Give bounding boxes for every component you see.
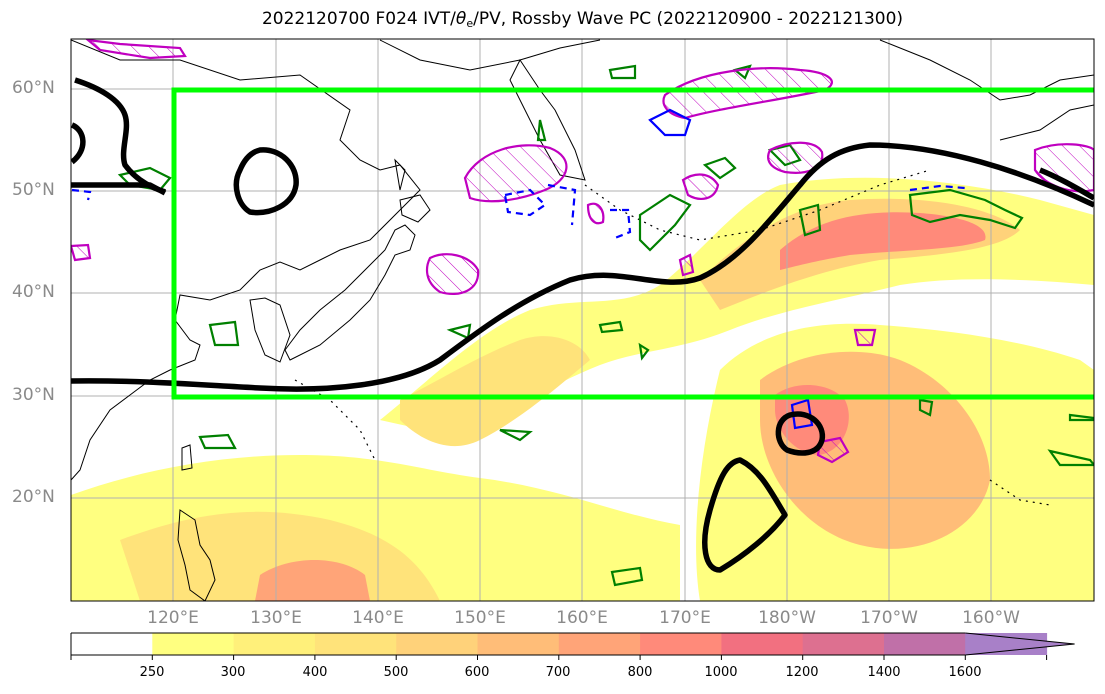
coast-asia-mainland — [71, 39, 421, 481]
map-frame — [70, 38, 1095, 602]
lon-label-170w: 170°W — [860, 608, 918, 628]
colorbar-segment — [721, 633, 804, 655]
coast-kamchatka — [509, 59, 586, 181]
coast-philippines — [177, 509, 216, 601]
coast-sakhalin — [394, 158, 406, 191]
colorbar-frame — [70, 632, 966, 656]
colorbar-label-700: 700 — [545, 665, 571, 680]
pv-negative-contours — [71, 108, 966, 430]
rossby-trough-loop-nw — [71, 122, 86, 165]
island-chains — [294, 169, 1051, 506]
colorbar — [70, 632, 1075, 660]
lon-label-120e: 120°E — [147, 608, 199, 628]
colorbar-label-400: 400 — [302, 665, 328, 680]
lat-label-60n: 60°N — [12, 78, 55, 98]
rossby-wave-pc-contours — [71, 77, 1094, 573]
colorbar-label-1600: 1600 — [948, 665, 982, 680]
coast-alaska-south — [999, 104, 1094, 141]
colorbar-segment — [640, 633, 722, 655]
colorbar-segment — [71, 633, 153, 655]
ivt-band-south-peak — [255, 560, 370, 601]
lat-label-50n: 50°N — [12, 180, 55, 200]
coast-taiwan — [181, 444, 193, 471]
rossby-cutoff-sea — [233, 147, 299, 216]
colorbar-segment — [233, 633, 316, 655]
coast-japan — [284, 224, 416, 361]
lat-label-40n: 40°N — [12, 282, 55, 302]
colorbar-label-600: 600 — [464, 665, 490, 680]
colorbar-label-500: 500 — [383, 665, 409, 680]
colorbar-segment — [396, 633, 478, 655]
colorbar-label-1000: 1000 — [704, 665, 738, 680]
coast-alaska — [879, 39, 1094, 101]
lon-label-150e: 150°E — [454, 608, 506, 628]
ivt-ar-peak — [780, 212, 986, 270]
colorbar-segment — [884, 633, 966, 655]
colorbar-segment — [314, 633, 397, 655]
colorbar-label-300: 300 — [220, 665, 246, 680]
colorbar-segment — [152, 633, 235, 655]
rossby-ridge-west-2 — [71, 182, 167, 196]
colorbar-segment — [802, 633, 885, 655]
ivt-band-mid — [400, 336, 590, 447]
colorbar-label-1200: 1200 — [785, 665, 819, 680]
coastlines — [71, 39, 1094, 601]
rossby-main-wave — [71, 142, 1094, 392]
lon-label-140e: 140°E — [352, 608, 404, 628]
highlight-box — [171, 87, 1094, 400]
lon-label-130e: 130°E — [250, 608, 302, 628]
colorbar-label-250: 250 — [139, 665, 165, 680]
lon-label-160e: 160°E — [556, 608, 608, 628]
rossby-right-lobe — [1038, 167, 1094, 201]
coast-siberia-ne — [379, 39, 601, 71]
pv-positive-contours — [71, 39, 1094, 464]
rossby-cutoff-ar-tail — [775, 411, 826, 456]
rossby-trough-south — [702, 457, 788, 573]
lon-label-170e: 170°E — [659, 608, 711, 628]
lon-label-160w: 160°W — [962, 608, 1020, 628]
colorbar-segment — [558, 633, 641, 655]
colorbar-label-800: 800 — [627, 665, 653, 680]
coast-hokkaido — [399, 194, 431, 223]
colorbar-extend-arrow — [965, 632, 1075, 656]
lat-label-20n: 20°N — [12, 487, 55, 507]
colorbar-segment — [477, 633, 560, 655]
ivt-shading — [71, 177, 1094, 601]
coast-korea — [249, 297, 291, 363]
map-title: 2022120700 F024 IVT/θe/PV, Rossby Wave P… — [261, 9, 904, 30]
colorbar-label-1400: 1400 — [867, 665, 901, 680]
lat-label-30n: 30°N — [12, 385, 55, 405]
lon-label-180w: 180°W — [758, 608, 816, 628]
